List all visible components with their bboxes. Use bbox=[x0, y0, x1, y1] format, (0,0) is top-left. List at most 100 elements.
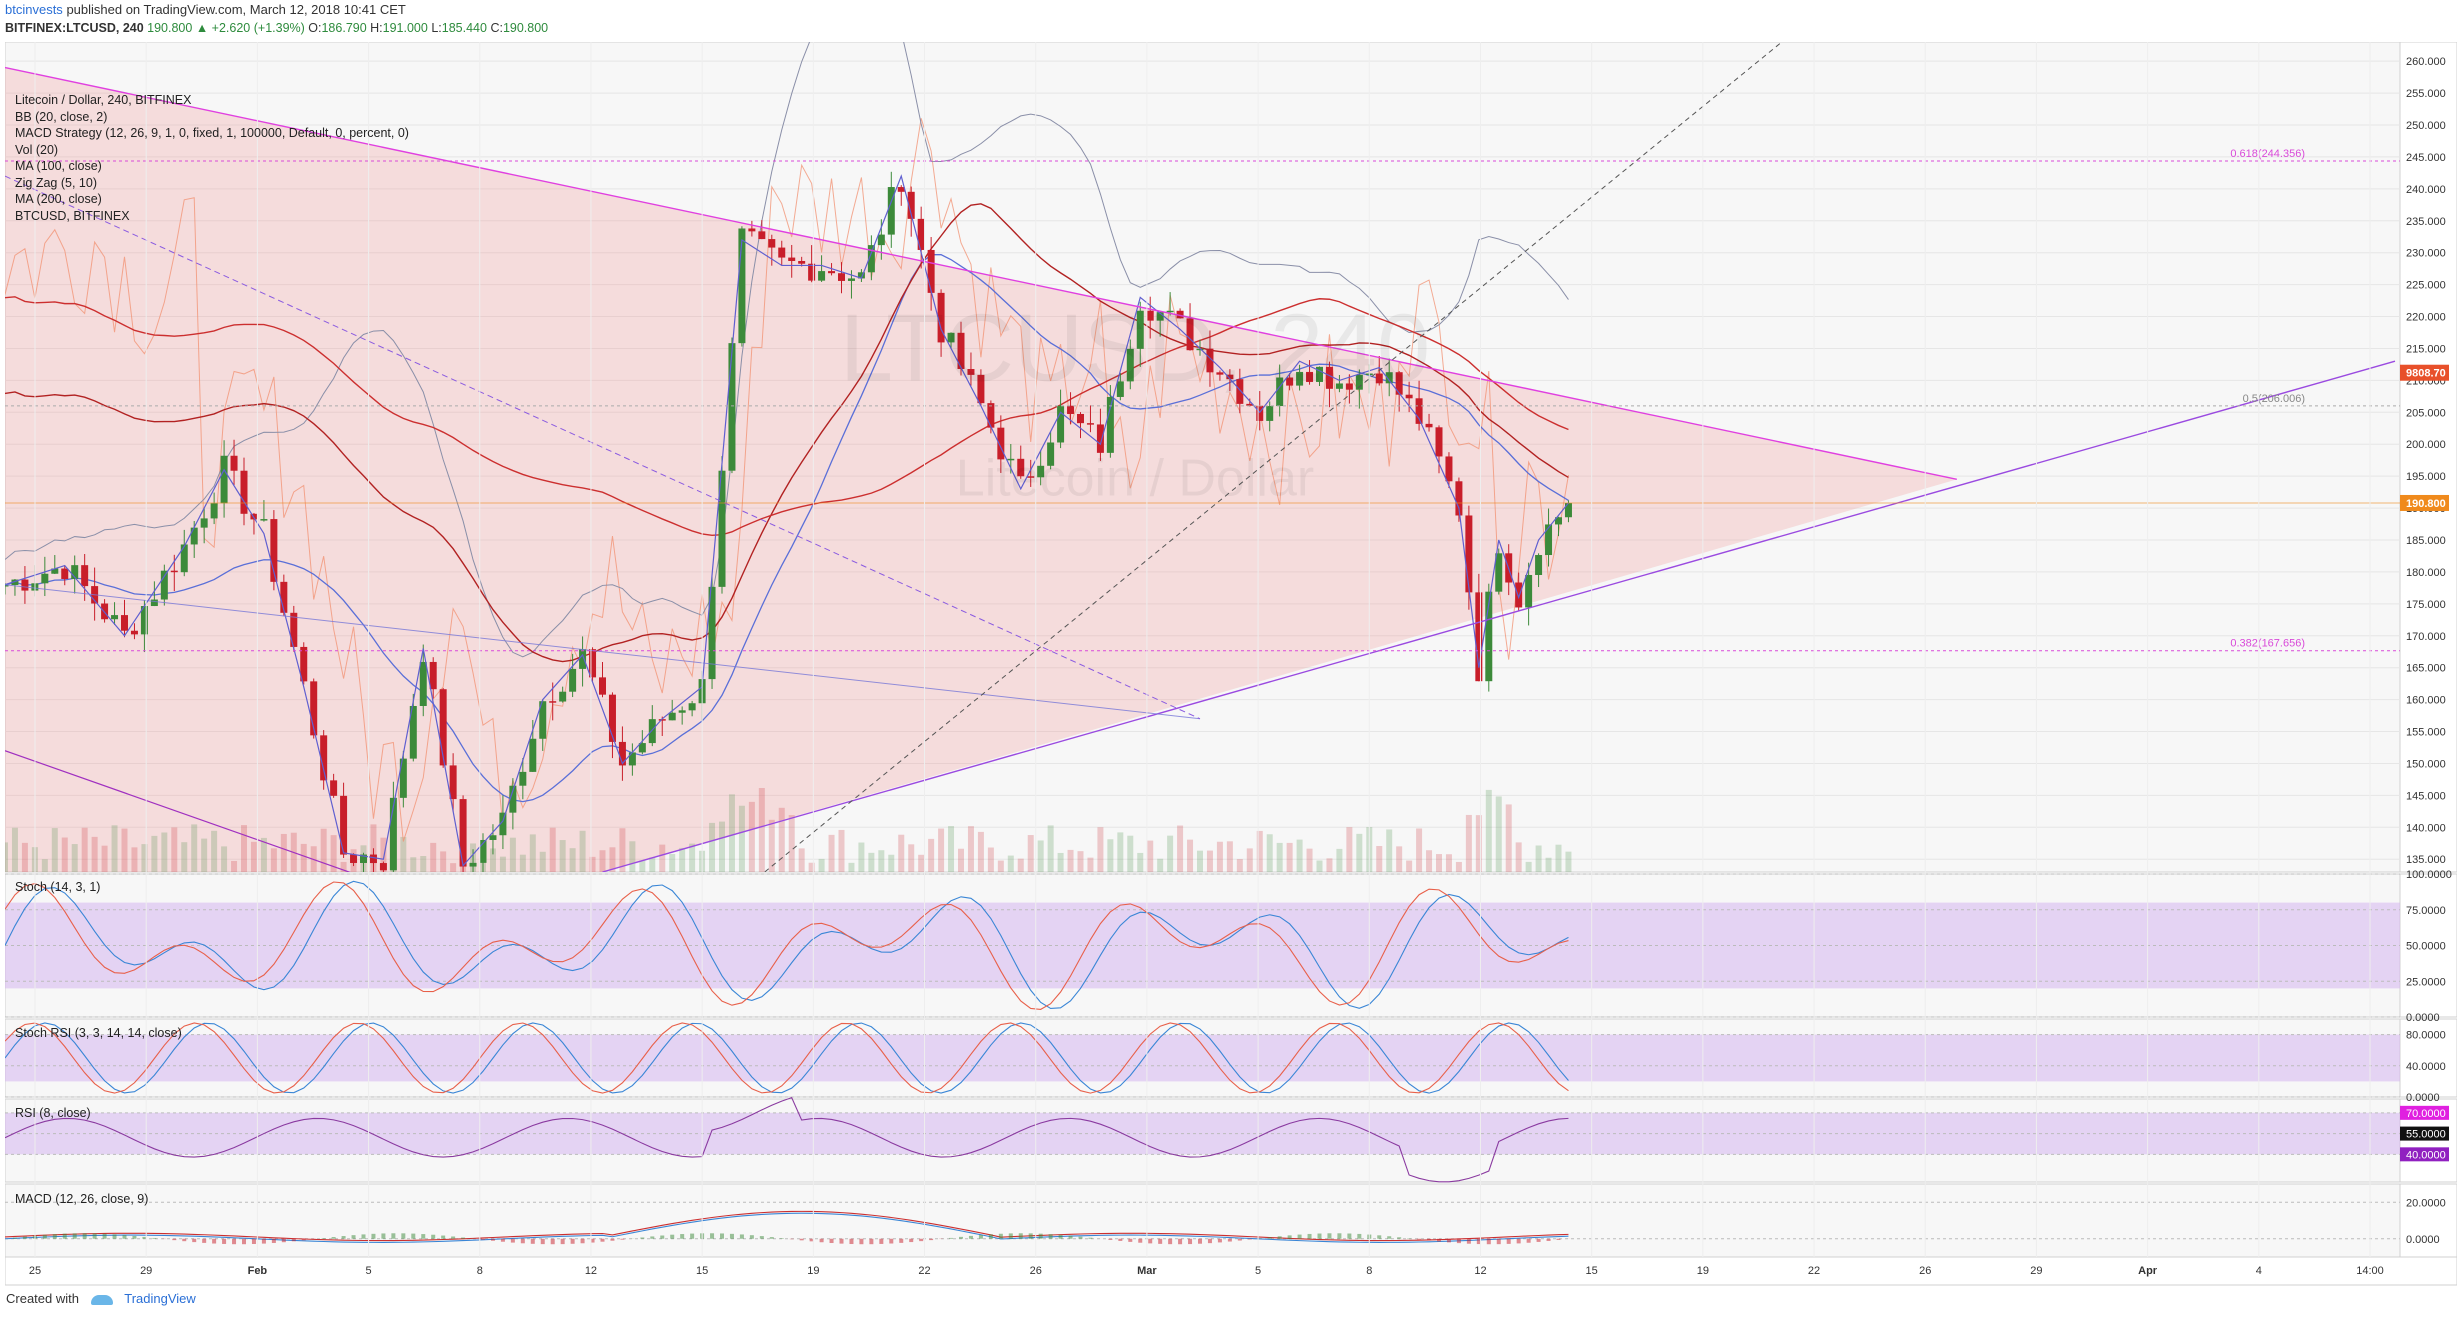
candle-body bbox=[140, 606, 148, 635]
volume-bar bbox=[221, 846, 228, 872]
candle-body bbox=[1276, 377, 1284, 407]
legend-vol[interactable]: Vol (20) bbox=[15, 142, 59, 157]
stochrsi-line-0 bbox=[5, 1022, 1569, 1094]
candle-body bbox=[1535, 555, 1543, 575]
candle-body bbox=[648, 719, 656, 744]
candle-body bbox=[210, 503, 218, 519]
macd-histogram-bar bbox=[1446, 1238, 1451, 1243]
volume-bar bbox=[1067, 849, 1074, 872]
time-tick-label: 22 bbox=[1808, 1265, 1820, 1277]
time-tick-label: 5 bbox=[366, 1265, 372, 1277]
time-tick-label: 5 bbox=[1255, 1265, 1261, 1277]
legend-zigzag[interactable]: Zig Zag (5, 10) bbox=[15, 175, 97, 190]
candle-body bbox=[41, 573, 49, 584]
candle-body bbox=[778, 247, 786, 258]
high-value: 191.000 bbox=[382, 21, 428, 35]
time-tick-label: 12 bbox=[1474, 1265, 1486, 1277]
volume-bar bbox=[51, 828, 58, 872]
macd-histogram-bar bbox=[72, 1233, 77, 1239]
macd-histogram-bar bbox=[451, 1236, 456, 1239]
candle-body bbox=[71, 565, 79, 579]
price-tick-label: 170.000 bbox=[2406, 631, 2446, 643]
macd-histogram-bar bbox=[1198, 1238, 1202, 1244]
candle-body bbox=[340, 795, 348, 855]
macd-histogram-bar bbox=[192, 1238, 197, 1243]
legend-btcusd[interactable]: BTCUSD, BITFINEX bbox=[15, 208, 130, 223]
macd-histogram-bar bbox=[590, 1238, 595, 1243]
candle-body bbox=[489, 835, 497, 840]
open-value: 186.790 bbox=[321, 21, 367, 35]
macd-histogram-bar bbox=[1188, 1238, 1193, 1245]
price-tick-label: 220.000 bbox=[2406, 312, 2446, 324]
macd-histogram-bar bbox=[461, 1237, 466, 1239]
candle-body bbox=[519, 771, 527, 786]
volume-bar bbox=[1326, 858, 1333, 872]
volume-bar bbox=[1017, 858, 1024, 872]
volume-bar bbox=[280, 833, 287, 872]
macd-histogram-bar bbox=[759, 1236, 764, 1239]
legend-ma200[interactable]: MA (200, close) bbox=[15, 192, 102, 206]
volume-bar bbox=[987, 847, 994, 872]
macd-histogram-bar bbox=[242, 1238, 246, 1245]
rsi-label[interactable]: RSI (8, close) bbox=[15, 1106, 91, 1120]
candle-body bbox=[927, 249, 935, 293]
price-scale-bg-1 bbox=[2399, 873, 2457, 1018]
time-tick-label: 26 bbox=[1030, 1265, 1042, 1277]
macd-histogram-bar bbox=[1028, 1233, 1033, 1239]
stochrsi-tick-label: 80.0000 bbox=[2406, 1030, 2446, 1042]
legend-macd-strategy[interactable]: MACD Strategy (12, 26, 9, 1, 0, fixed, 1… bbox=[15, 126, 409, 140]
candle-body bbox=[997, 427, 1005, 460]
tradingview-link[interactable]: TradingView bbox=[124, 1291, 196, 1306]
price-tick-label: 205.000 bbox=[2406, 407, 2446, 419]
volume-bar bbox=[1157, 858, 1164, 872]
volume-bar bbox=[1306, 848, 1313, 872]
stoch-tick-label: 50.0000 bbox=[2406, 941, 2446, 953]
volume-bar bbox=[260, 837, 267, 872]
candle-body bbox=[877, 234, 885, 246]
volume-bar bbox=[579, 830, 586, 872]
candle-body bbox=[130, 630, 138, 635]
candle-body bbox=[1266, 406, 1274, 421]
legend-bb[interactable]: BB (20, close, 2) bbox=[15, 109, 108, 124]
macd-label[interactable]: MACD (12, 26, close, 9) bbox=[15, 1192, 149, 1206]
author-link[interactable]: btcinvests bbox=[5, 2, 63, 17]
macd-histogram-bar bbox=[401, 1233, 406, 1239]
chart-canvas[interactable]: 135.000 140.000 145.000 150.000 155.000 160.0… bbox=[5, 42, 2457, 1292]
volume-bar bbox=[151, 835, 158, 872]
chart-frame[interactable]: 135.000 140.000 145.000 150.000 155.000 160.0… bbox=[5, 42, 2457, 1292]
volume-bar bbox=[1187, 839, 1194, 872]
volume-bar bbox=[818, 858, 825, 872]
time-tick-label: 25 bbox=[29, 1265, 41, 1277]
stoch-tick-label: 75.0000 bbox=[2406, 905, 2446, 917]
candle-body bbox=[300, 646, 308, 682]
candle-body bbox=[200, 518, 208, 528]
time-tick-label: 15 bbox=[696, 1265, 708, 1277]
price-scale-bg-4 bbox=[2399, 1183, 2457, 1258]
macd-histogram-bar bbox=[899, 1238, 904, 1243]
macd-histogram-bar bbox=[1058, 1234, 1063, 1239]
volume-bar bbox=[1296, 839, 1303, 872]
candle-body bbox=[1475, 592, 1483, 682]
volume-bar bbox=[639, 860, 646, 872]
candle-body bbox=[1146, 310, 1154, 321]
volume-bar bbox=[659, 844, 666, 872]
legend-ma100[interactable]: MA (100, close) bbox=[15, 159, 102, 173]
macd-histogram-bar bbox=[331, 1237, 336, 1239]
macd-histogram-bar bbox=[1078, 1236, 1083, 1239]
macd-histogram-bar bbox=[1437, 1238, 1441, 1242]
macd-histogram-bar bbox=[1337, 1233, 1342, 1239]
candle-body bbox=[718, 470, 726, 587]
volume-bar bbox=[569, 848, 576, 872]
candle-body bbox=[847, 278, 855, 281]
candles bbox=[5, 171, 1572, 872]
macd-histogram-bar bbox=[889, 1238, 894, 1244]
stoch-label[interactable]: Stoch (14, 3, 1) bbox=[15, 880, 101, 894]
price-scale-bg-0 bbox=[2399, 42, 2457, 873]
price-tick-label: 140.000 bbox=[2406, 822, 2446, 834]
legend-main[interactable]: Litecoin / Dollar, 240, BITFINEX bbox=[15, 93, 192, 107]
btc-price-tag bbox=[2400, 364, 2449, 381]
volume-bar bbox=[1416, 828, 1423, 872]
candle-body bbox=[290, 612, 298, 647]
stochrsi-label[interactable]: Stoch RSI (3, 3, 14, 14, close) bbox=[15, 1026, 182, 1040]
volume-bar bbox=[1276, 842, 1283, 872]
